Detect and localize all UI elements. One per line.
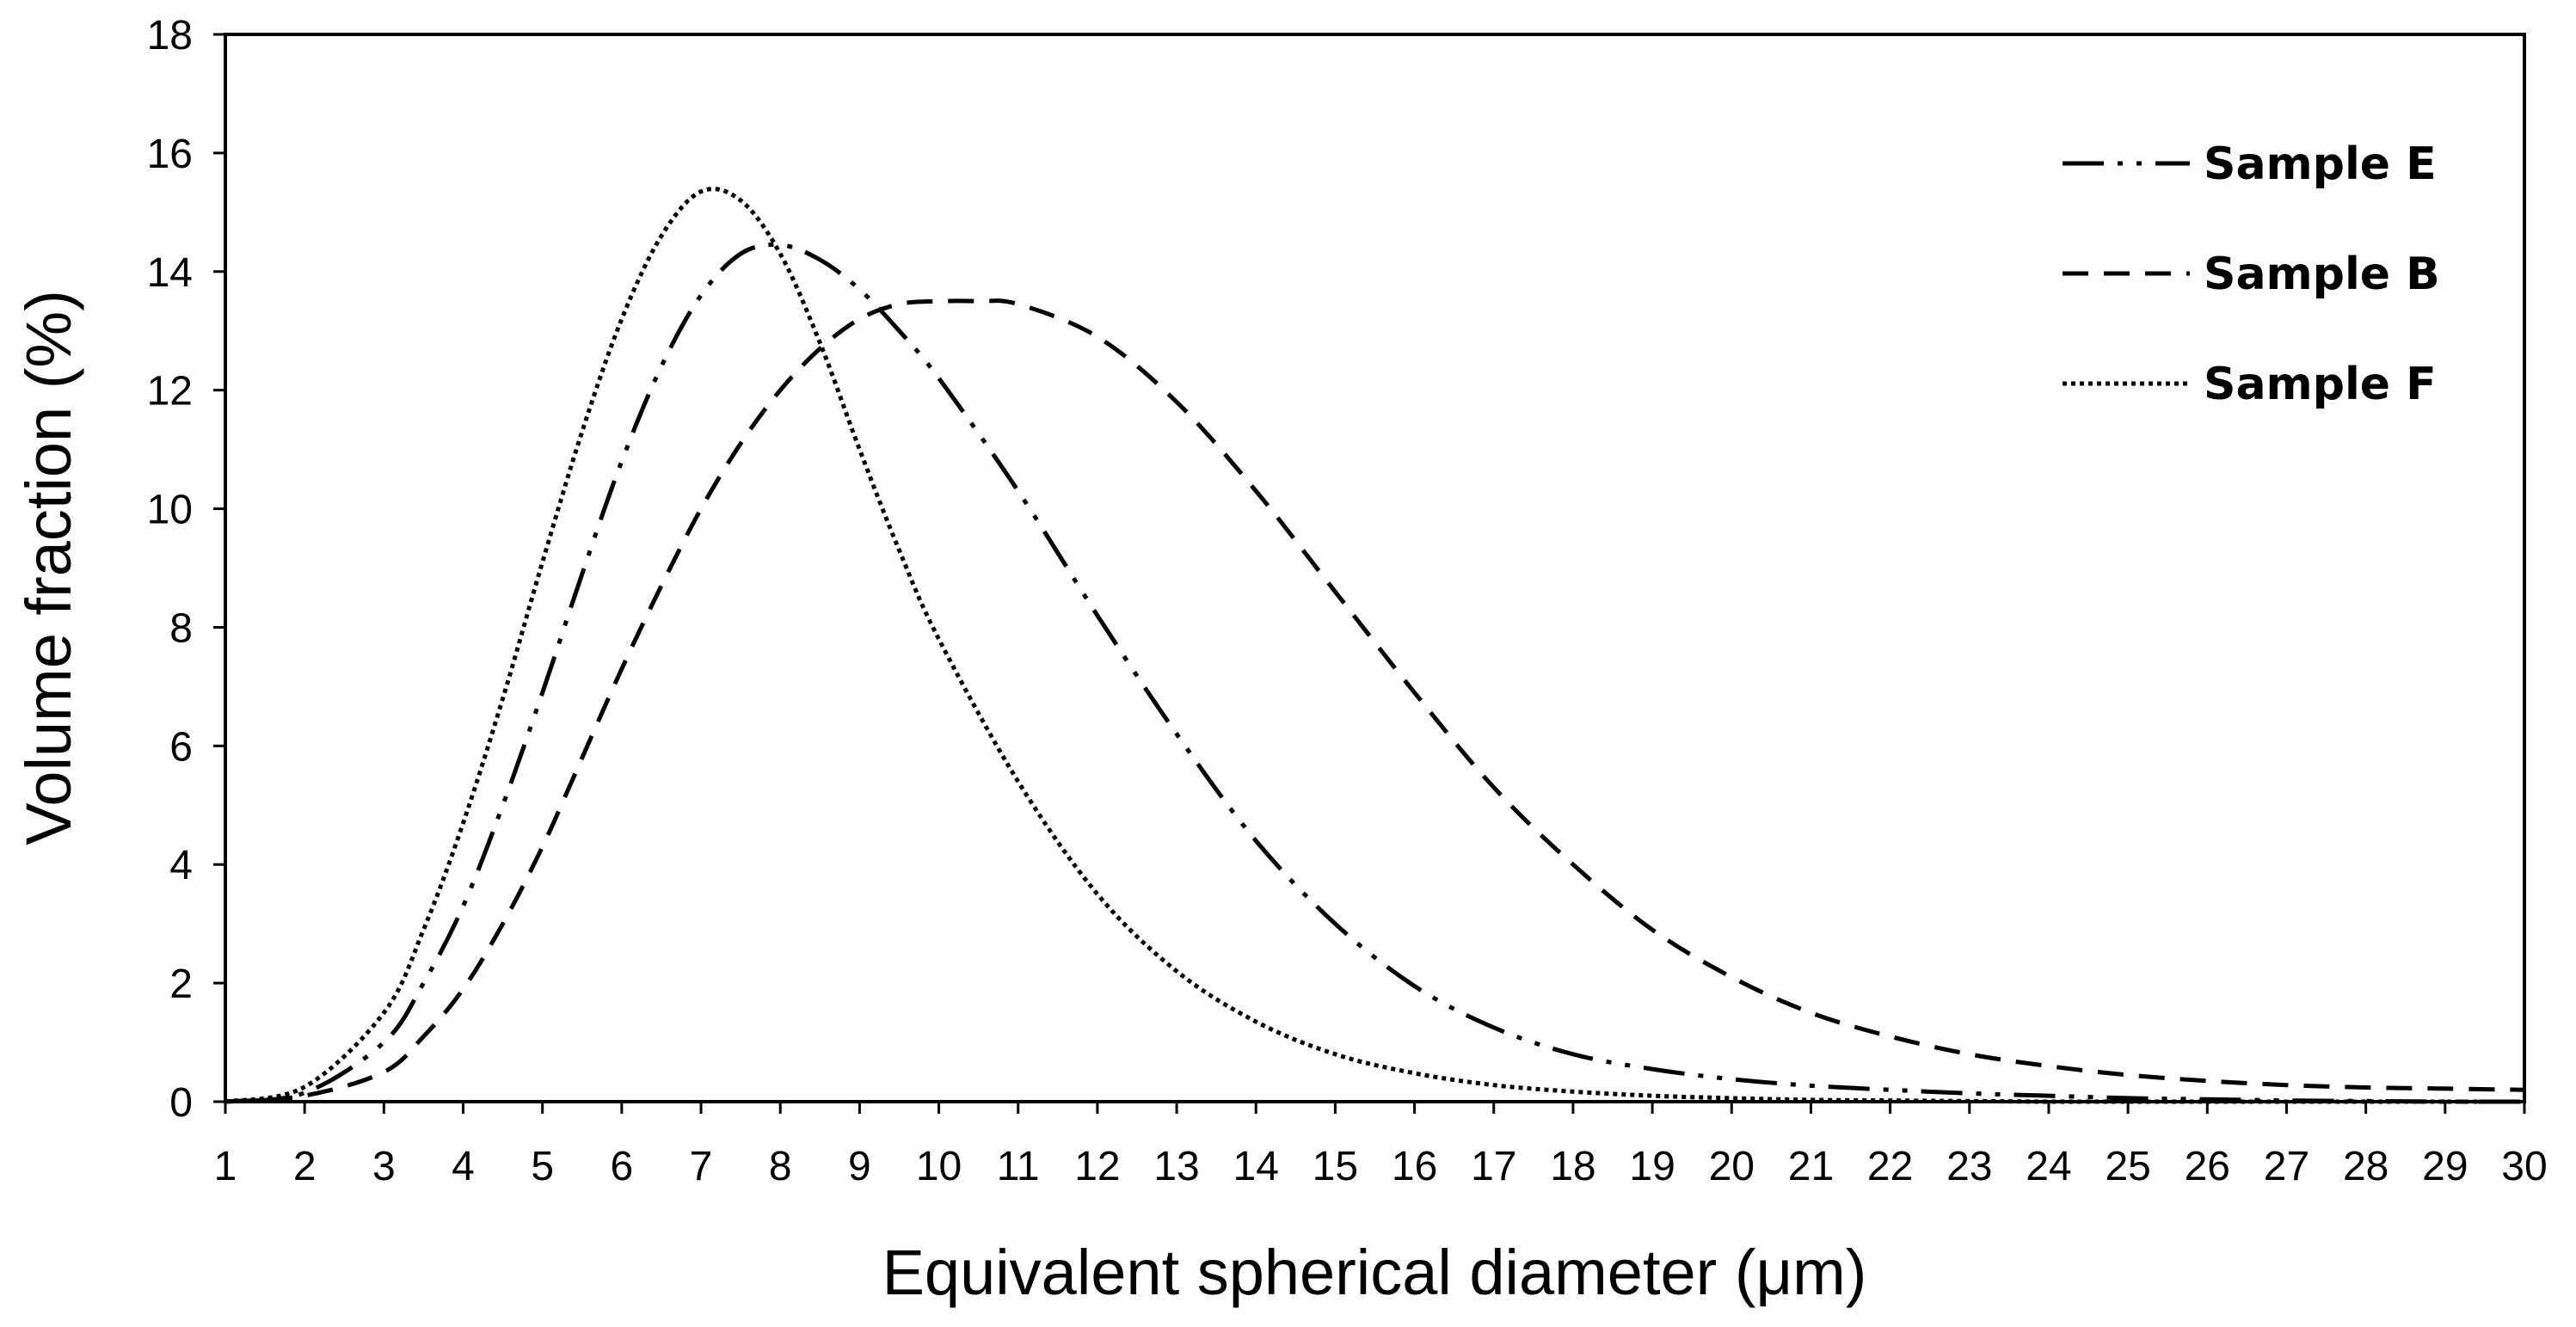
x-tick-label: 11 bbox=[997, 1144, 1040, 1189]
y-tick-label: 16 bbox=[147, 132, 193, 177]
x-tick-label: 24 bbox=[2026, 1144, 2071, 1189]
x-axis-ticks: 1 2 3 4 5 6 7 8 9 10 11 12 13 14 15 16 17 18 19 20 21 22 23 24 2… bbox=[214, 1102, 2548, 1189]
x-tick-label: 1 bbox=[214, 1144, 237, 1189]
y-axis-ticks: 0 2 4 6 8 10 12 14 16 18 bbox=[147, 13, 225, 1126]
x-tick-label: 28 bbox=[2343, 1144, 2388, 1189]
x-tick-label: 22 bbox=[1867, 1144, 1913, 1189]
series-lines bbox=[224, 187, 2525, 1104]
y-tick-label: 14 bbox=[147, 250, 193, 296]
series-line-sample-b bbox=[224, 298, 2525, 1104]
legend-label: Sample F bbox=[2204, 359, 2437, 410]
y-tick-label: 18 bbox=[147, 13, 193, 58]
x-tick-label: 25 bbox=[2105, 1144, 2150, 1189]
x-tick-label: 10 bbox=[916, 1144, 962, 1189]
legend: Sample E Sample B Sample F bbox=[2063, 138, 2440, 410]
y-tick-label: 4 bbox=[169, 843, 193, 888]
x-tick-label: 2 bbox=[293, 1144, 317, 1189]
x-tick-label: 27 bbox=[2264, 1144, 2309, 1189]
y-tick-label: 12 bbox=[147, 369, 193, 415]
x-axis-title: Equivalent spherical diameter (μm) bbox=[882, 1237, 1867, 1308]
y-tick-label: 2 bbox=[169, 961, 193, 1007]
x-tick-label: 21 bbox=[1788, 1144, 1834, 1189]
x-tick-label: 19 bbox=[1629, 1144, 1675, 1189]
y-axis-title: Volume fraction (%) bbox=[13, 290, 84, 845]
x-tick-label: 16 bbox=[1392, 1144, 1437, 1189]
x-tick-label: 20 bbox=[1709, 1144, 1755, 1189]
x-tick-label: 6 bbox=[611, 1144, 634, 1189]
y-tick-label: 6 bbox=[169, 724, 193, 770]
x-tick-label: 30 bbox=[2501, 1144, 2547, 1189]
x-tick-label: 26 bbox=[2185, 1144, 2230, 1189]
y-tick-label: 10 bbox=[147, 488, 193, 533]
x-tick-label: 18 bbox=[1550, 1144, 1595, 1189]
x-tick-label: 9 bbox=[848, 1144, 871, 1189]
series-line-sample-f bbox=[224, 187, 2524, 1104]
x-tick-label: 14 bbox=[1233, 1144, 1279, 1189]
x-tick-label: 23 bbox=[1946, 1144, 1992, 1189]
x-tick-label: 8 bbox=[769, 1144, 792, 1189]
x-tick-label: 17 bbox=[1471, 1144, 1516, 1189]
x-tick-label: 13 bbox=[1153, 1144, 1199, 1189]
x-tick-label: 12 bbox=[1074, 1144, 1120, 1189]
legend-label: Sample E bbox=[2204, 138, 2437, 190]
legend-label: Sample B bbox=[2204, 249, 2440, 300]
x-tick-label: 5 bbox=[531, 1144, 554, 1189]
x-tick-label: 15 bbox=[1313, 1144, 1358, 1189]
series-line-sample-e bbox=[224, 242, 2525, 1104]
y-tick-label: 0 bbox=[169, 1080, 193, 1126]
plot-area bbox=[224, 33, 2526, 1103]
y-tick-label: 8 bbox=[169, 605, 193, 651]
x-tick-label: 29 bbox=[2422, 1144, 2468, 1189]
x-tick-label: 7 bbox=[690, 1144, 713, 1189]
x-tick-label: 4 bbox=[452, 1144, 475, 1189]
x-tick-label: 3 bbox=[372, 1144, 396, 1189]
